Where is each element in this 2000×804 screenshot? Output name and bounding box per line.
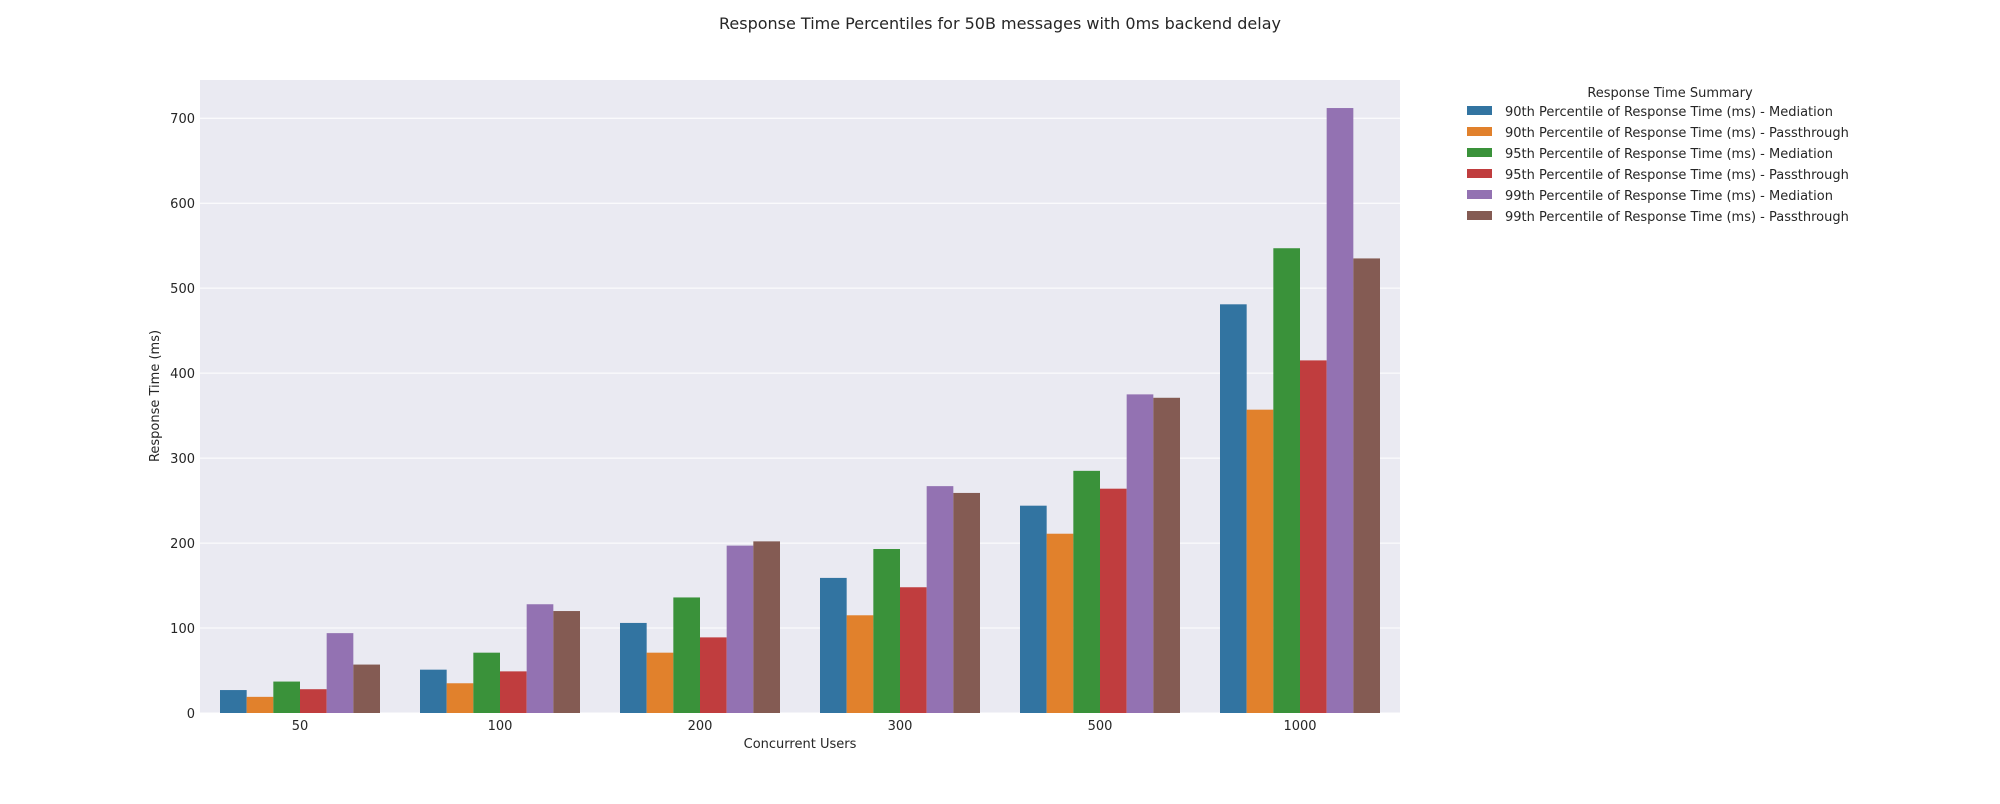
bar (753, 541, 780, 713)
bar (326, 633, 354, 713)
bar (1273, 248, 1300, 713)
legend-swatch (1467, 127, 1492, 136)
chart-title: Response Time Percentiles for 50B messag… (719, 14, 1281, 33)
bar (420, 669, 447, 713)
y-tick-label: 600 (170, 197, 195, 212)
legend-item-label: 99th Percentile of Response Time (ms) - … (1505, 210, 1849, 225)
legend-swatch (1467, 169, 1492, 178)
bar (1353, 258, 1380, 713)
bar (300, 689, 327, 713)
bar (553, 611, 580, 713)
bar (900, 587, 927, 713)
legend-item-label: 90th Percentile of Response Time (ms) - … (1505, 105, 1833, 120)
legend-item-label: 90th Percentile of Response Time (ms) - … (1505, 126, 1849, 141)
bar (726, 545, 754, 713)
y-tick-label: 300 (170, 452, 195, 467)
x-axis-label: Concurrent Users (744, 737, 857, 752)
y-tick-label: 500 (170, 282, 195, 297)
y-axis-ticks: 0 100 200 300 400 500 600 700 (170, 112, 195, 722)
legend-item-label: 95th Percentile of Response Time (ms) - … (1505, 168, 1849, 183)
legend: Response Time Summary 90th Percentile of… (1467, 86, 1849, 225)
x-tick-label: 50 (292, 719, 309, 734)
x-axis-ticks: 50 100 200 300 500 1000 (292, 719, 1317, 734)
bar (1100, 488, 1127, 713)
x-tick-label: 200 (688, 719, 713, 734)
bar (446, 683, 474, 713)
x-tick-label: 300 (888, 719, 913, 734)
bar (846, 615, 874, 713)
bar (1046, 533, 1074, 713)
legend-item-label: 99th Percentile of Response Time (ms) - … (1505, 189, 1833, 204)
bar (526, 604, 554, 713)
bar (273, 681, 300, 713)
bar (1126, 394, 1154, 713)
x-tick-label: 1000 (1283, 719, 1316, 734)
bar (646, 652, 674, 713)
bar (820, 577, 847, 713)
bar (1300, 360, 1327, 713)
legend-title: Response Time Summary (1587, 86, 1753, 101)
bar (953, 492, 980, 713)
legend-swatch (1467, 211, 1492, 220)
bar (700, 637, 727, 713)
bar (246, 696, 274, 713)
plot-area (200, 80, 1400, 713)
bar (473, 652, 500, 713)
y-tick-label: 200 (170, 537, 195, 552)
y-tick-label: 100 (170, 622, 195, 637)
bar (873, 549, 900, 713)
y-tick-label: 0 (187, 707, 195, 722)
bar (1153, 397, 1180, 713)
y-tick-label: 400 (170, 367, 195, 382)
y-axis-label: Response Time (ms) (148, 330, 163, 462)
bar (926, 486, 954, 713)
bar (620, 622, 647, 713)
bar (500, 671, 527, 713)
bar (353, 664, 380, 713)
legend-swatch (1467, 190, 1492, 199)
y-tick-label: 700 (170, 112, 195, 127)
legend-swatch (1467, 148, 1492, 157)
legend-item-label: 95th Percentile of Response Time (ms) - … (1505, 147, 1833, 162)
bar (1220, 304, 1247, 713)
bar (1073, 470, 1100, 713)
bar (1326, 108, 1354, 713)
gridlines (200, 117, 1400, 714)
x-tick-label: 500 (1088, 719, 1113, 734)
bar (220, 690, 247, 713)
bar (1020, 505, 1047, 713)
bars (220, 108, 1380, 713)
bar (1246, 409, 1274, 713)
legend-swatch (1467, 106, 1492, 115)
bar (673, 597, 700, 713)
x-tick-label: 100 (488, 719, 513, 734)
